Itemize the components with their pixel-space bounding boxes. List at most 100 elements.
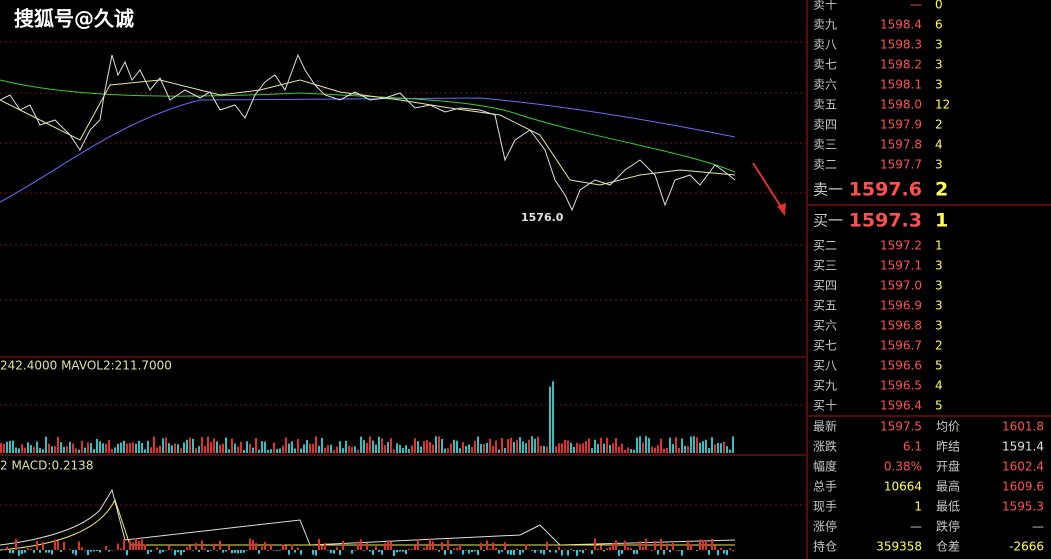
book-price: 1598.1: [880, 78, 922, 92]
volume-bar-decor: [627, 447, 629, 453]
volume-bar-decor: [102, 443, 104, 453]
volume-bar-decor: [594, 439, 596, 453]
macd-bar-decor: [654, 540, 656, 550]
volume-bar-decor: [495, 440, 497, 453]
stat-value: 6.1: [903, 440, 922, 454]
macd-bar-decor: [108, 550, 110, 552]
ma-line: [0, 97, 736, 203]
stat-value: 1597.5: [880, 420, 922, 434]
volume-bar-decor: [471, 446, 473, 453]
macd-bar-decor: [219, 540, 221, 550]
volume-bar-decor: [348, 445, 350, 453]
volume-bar-decor: [198, 446, 200, 453]
volume-bar-decor: [225, 437, 227, 453]
macd-bar-decor: [471, 550, 473, 553]
macd-bar-decor: [261, 546, 263, 550]
macd-bar-decor: [366, 543, 368, 550]
book-price: 1597.0: [880, 279, 922, 293]
book-price: 1596.7: [880, 339, 922, 353]
macd-bar-decor: [282, 544, 284, 550]
book-price: 1597.6: [849, 179, 922, 201]
volume-bar-decor: [720, 443, 722, 453]
volume-bar-decor: [459, 448, 461, 453]
volume-bar-decor: [543, 446, 545, 453]
volume-bar-decor: [555, 446, 557, 453]
macd-bar-decor: [462, 550, 464, 555]
macd-bar-decor: [486, 540, 488, 550]
volume-bar-decor: [660, 438, 662, 453]
book-label: 买十: [813, 399, 837, 413]
macd-bar-decor: [396, 550, 398, 553]
volume-bar-decor: [507, 439, 509, 453]
macd-bar-decor: [435, 548, 437, 550]
volume-bar-decor: [189, 437, 191, 453]
volume-bar-decor: [111, 448, 113, 453]
volume-bar-decor: [351, 446, 353, 453]
volume-bar-decor: [645, 436, 647, 453]
volume-bar-decor: [342, 448, 344, 453]
macd-bar-decor: [573, 550, 575, 552]
macd-bar-decor: [222, 550, 224, 553]
volume-bar-decor: [372, 440, 374, 453]
volume-bar-decor: [21, 444, 23, 453]
volume-bar-decor: [618, 446, 620, 453]
volume-bar-decor: [48, 443, 50, 453]
macd-bar-decor: [48, 550, 50, 553]
volume-bar-decor: [261, 441, 263, 453]
macd-bar-decor: [105, 545, 107, 550]
volume-bar-decor: [84, 447, 86, 453]
macd-bar-decor: [237, 550, 239, 554]
volume-bar-decor: [327, 445, 329, 453]
macd-bar-decor: [591, 550, 593, 555]
book-qty: 3: [935, 279, 943, 293]
order-book: 卖十 — 0 卖九 1598.4 6 卖八 1598.3 3 卖七 1598.2 3 卖六 1598.1 3…: [808, 0, 1051, 554]
macd-bar-decor: [456, 547, 458, 550]
volume-bar-decor: [489, 438, 491, 453]
volume-bar-decor: [129, 443, 131, 453]
macd-bar-decor: [429, 539, 431, 550]
macd-bar-decor: [642, 546, 644, 550]
book-price: 1596.6: [880, 359, 922, 373]
macd-bar-decor: [273, 550, 275, 551]
volume-bar-decor: [531, 436, 533, 453]
stat-label: 跌停: [936, 519, 960, 534]
volume-bar-decor: [639, 436, 641, 453]
macd-bar-decor: [96, 550, 98, 551]
volume-bar-decor: [402, 447, 404, 453]
book-qty: 3: [935, 158, 943, 172]
volume-bar-decor: [153, 436, 155, 453]
volume-bar-decor: [456, 440, 458, 453]
stat-value: 0.38%: [884, 460, 922, 474]
macd-bar-decor: [249, 538, 251, 550]
macd-bar-decor: [201, 540, 203, 550]
volume-bar-decor: [669, 437, 671, 453]
macd-bar-decor: [360, 539, 362, 550]
macd-bar-decor: [324, 543, 326, 550]
macd-bar-decor: [312, 550, 314, 555]
macd-bar-decor: [183, 550, 185, 553]
stat-value: 10664: [884, 480, 922, 494]
macd-bar-decor: [570, 548, 572, 550]
volume-bar-decor: [150, 447, 152, 453]
macd-bar-decor: [492, 542, 494, 550]
macd-bar-decor: [60, 550, 62, 552]
volume-bar-decor: [591, 448, 593, 453]
macd-bar-decor: [723, 550, 725, 554]
volume-bar-decor: [204, 446, 206, 453]
macd-bar-decor: [447, 540, 449, 550]
book-qty: 2: [935, 118, 943, 132]
volume-bar-decor: [180, 448, 182, 453]
volume-bar-decor: [381, 438, 383, 453]
volume-bar-decor: [240, 441, 242, 453]
decor-bars: [0, 381, 734, 556]
book-qty: 4: [935, 138, 943, 152]
volume-bar-decor: [51, 446, 53, 453]
volume-bar-decor: [684, 445, 686, 453]
volume-bar-decor: [429, 441, 431, 453]
macd-bar-decor: [99, 550, 101, 553]
macd-bar-decor: [408, 548, 410, 550]
book-qty: 0: [935, 0, 943, 12]
volume-bar-decor: [264, 441, 266, 453]
macd-bar-decor: [399, 550, 401, 552]
